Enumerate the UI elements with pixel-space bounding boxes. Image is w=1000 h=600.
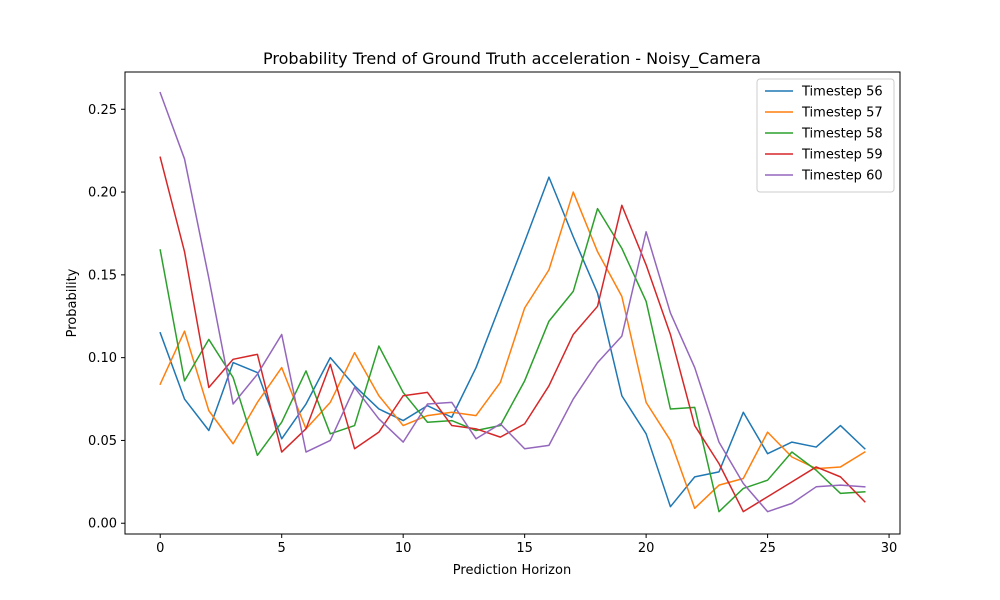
y-axis: 0.00 0.05 0.10 0.15 0.20 0.25 [88, 103, 125, 532]
series-line-5 [159, 91, 866, 513]
legend-label-5: Timestep 60 [801, 169, 883, 184]
x-axis: 0 5 10 15 20 25 30 [156, 534, 897, 556]
y-axis-label: Probability [65, 268, 80, 337]
y-tick-label: 0.05 [88, 434, 117, 449]
y-tick-label: 0.10 [88, 351, 117, 366]
legend-label-1: Timestep 56 [801, 85, 883, 100]
legend-box [756, 78, 895, 193]
axes-frame [124, 71, 901, 535]
plot-area [159, 91, 866, 513]
x-tick-label: 25 [759, 541, 776, 556]
x-tick-label: 15 [516, 541, 533, 556]
legend: Timestep 56 Timestep 57 Timestep 58 Timeste… [756, 78, 895, 193]
series-line-4 [159, 156, 866, 513]
x-tick-label: 0 [156, 541, 164, 556]
y-tick-label: 0.00 [88, 517, 117, 532]
x-tick-label: 10 [395, 541, 412, 556]
legend-label-2: Timestep 57 [801, 106, 883, 121]
series-line-2 [159, 191, 866, 510]
chart-title: Probability Trend of Ground Truth accele… [263, 49, 761, 69]
x-tick-label: 30 [881, 541, 898, 556]
legend-label-4: Timestep 59 [801, 148, 883, 163]
y-tick-label: 0.15 [88, 268, 117, 283]
y-tick-label: 0.20 [88, 186, 117, 201]
legend-label-3: Timestep 58 [801, 127, 883, 142]
x-tick-label: 5 [278, 541, 286, 556]
y-tick-label: 0.25 [88, 103, 117, 118]
x-axis-label: Prediction Horizon [453, 563, 571, 578]
x-tick-label: 20 [638, 541, 655, 556]
